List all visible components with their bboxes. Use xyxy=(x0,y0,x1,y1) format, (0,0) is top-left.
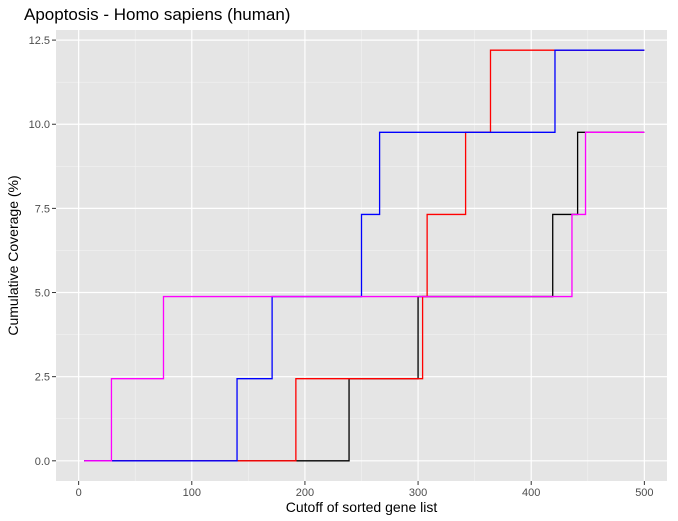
series-line-4 xyxy=(84,131,645,462)
x-tick-label: 400 xyxy=(522,487,540,499)
x-tick-label: 200 xyxy=(296,487,314,499)
x-axis-ticks: 0 100 200 300 400 500 xyxy=(76,481,654,499)
major-gridlines xyxy=(56,30,667,481)
y-tick-label: 12.5 xyxy=(29,35,50,47)
series-line-2 xyxy=(84,49,645,462)
x-axis-title: Cutoff of sorted gene list xyxy=(286,499,438,515)
y-tick-label: 7.5 xyxy=(35,203,50,215)
x-tick-label: 0 xyxy=(76,487,82,499)
y-axis-title: Cumulative Coverage (%) xyxy=(5,175,21,335)
x-tick-label: 100 xyxy=(183,487,201,499)
y-tick-label: 5.0 xyxy=(35,288,50,300)
series-layer xyxy=(84,49,645,462)
x-tick-label: 300 xyxy=(409,487,427,499)
x-tick-label: 500 xyxy=(635,487,653,499)
y-axis-ticks: 0.0 2.5 5.0 7.5 10.0 12.5 xyxy=(29,35,56,468)
chart-title: Apoptosis - Homo sapiens (human) xyxy=(24,5,290,24)
y-tick-label: 2.5 xyxy=(35,372,50,384)
y-tick-label: 10.0 xyxy=(29,119,50,131)
y-tick-label: 0.0 xyxy=(35,456,50,468)
series-line-3 xyxy=(84,49,645,462)
